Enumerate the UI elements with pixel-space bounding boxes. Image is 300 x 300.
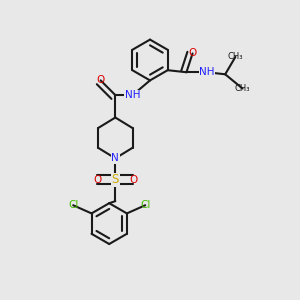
Text: NH: NH: [199, 67, 214, 77]
Text: O: O: [188, 49, 197, 58]
Text: O: O: [93, 175, 101, 185]
Text: CH₃: CH₃: [235, 84, 250, 93]
Text: N: N: [111, 153, 119, 163]
Text: O: O: [97, 75, 105, 85]
Text: O: O: [129, 175, 137, 185]
Text: Cl: Cl: [68, 200, 78, 210]
Text: S: S: [112, 173, 119, 186]
Text: CH₃: CH₃: [228, 52, 243, 62]
Text: NH: NH: [125, 90, 140, 100]
Text: Cl: Cl: [140, 200, 150, 210]
